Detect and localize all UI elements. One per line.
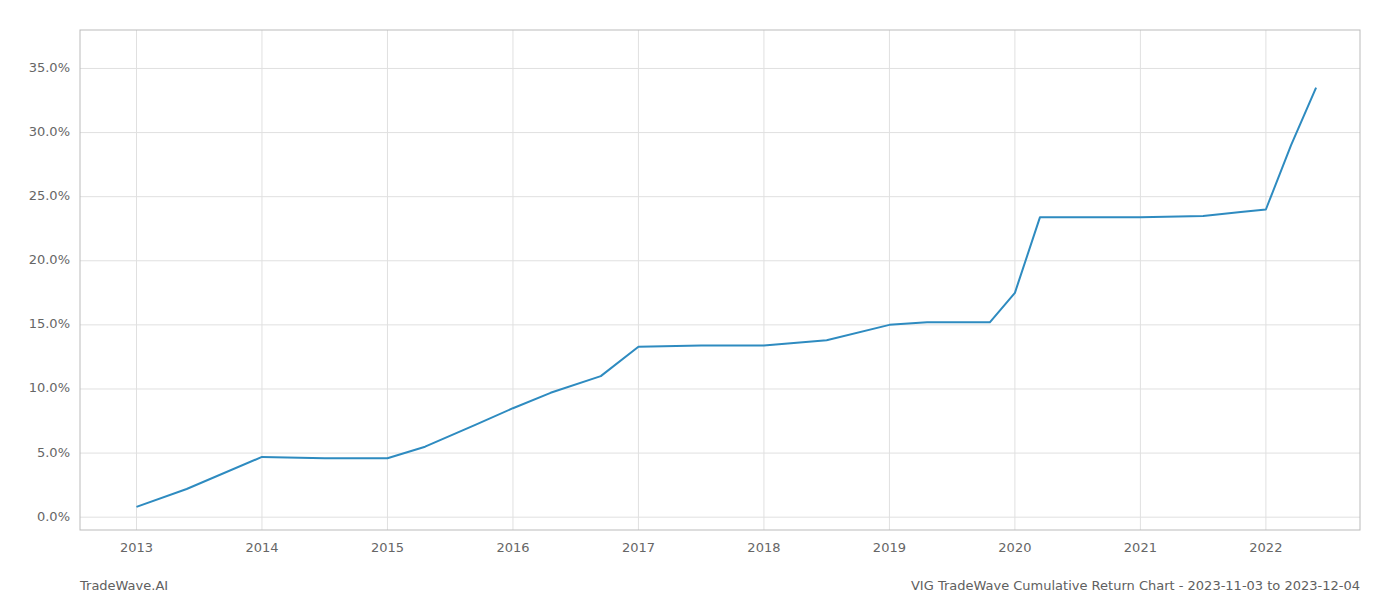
x-grid-line bbox=[1140, 30, 1141, 530]
y-grid-line bbox=[80, 453, 1360, 454]
y-grid-line bbox=[80, 260, 1360, 261]
x-tick-label: 2014 bbox=[245, 540, 278, 555]
x-grid-line bbox=[512, 30, 513, 530]
y-tick-label: 25.0% bbox=[29, 188, 70, 203]
x-tick-label: 2015 bbox=[371, 540, 404, 555]
y-grid-line bbox=[80, 324, 1360, 325]
x-grid-line bbox=[1014, 30, 1015, 530]
y-tick-label: 0.0% bbox=[37, 509, 70, 524]
y-tick-label: 15.0% bbox=[29, 316, 70, 331]
y-grid-line bbox=[80, 196, 1360, 197]
grid bbox=[80, 30, 1360, 530]
line-series bbox=[136, 88, 1316, 507]
x-tick-label: 2018 bbox=[747, 540, 780, 555]
x-tick-label: 2019 bbox=[873, 540, 906, 555]
x-tick-label: 2021 bbox=[1124, 540, 1157, 555]
x-tick-label: 2017 bbox=[622, 540, 655, 555]
x-tick-label: 2020 bbox=[998, 540, 1031, 555]
footer-text: VIG TradeWave Cumulative Return Chart - … bbox=[911, 578, 1360, 593]
y-tick-label: 20.0% bbox=[29, 252, 70, 267]
y-tick-label: 30.0% bbox=[29, 124, 70, 139]
x-grid-line bbox=[387, 30, 388, 530]
x-grid-line bbox=[889, 30, 890, 530]
x-tick-label: 2016 bbox=[496, 540, 529, 555]
x-grid-line bbox=[1265, 30, 1266, 530]
y-tick-label: 5.0% bbox=[37, 445, 70, 460]
background bbox=[0, 0, 1400, 600]
y-grid-line bbox=[80, 132, 1360, 133]
y-tick-label: 10.0% bbox=[29, 380, 70, 395]
y-tick-label: 35.0% bbox=[29, 60, 70, 75]
plot-frame bbox=[80, 30, 1360, 530]
x-grid-line bbox=[136, 30, 137, 530]
chart: 0.0% 5.0% 10.0% 15.0% 20.0% 25.0% 30.0% 35.0% 20… bbox=[0, 0, 1400, 600]
tick-labels: 0.0% 5.0% 10.0% 15.0% 20.0% 25.0% 30.0% 35.0% 20… bbox=[29, 60, 1283, 555]
x-grid-line bbox=[261, 30, 262, 530]
y-grid-line bbox=[80, 517, 1360, 518]
x-grid-line bbox=[638, 30, 639, 530]
y-grid-line bbox=[80, 68, 1360, 69]
footer-text: TradeWave.AI bbox=[79, 578, 168, 593]
x-grid-line bbox=[763, 30, 764, 530]
x-tick-label: 2022 bbox=[1249, 540, 1282, 555]
plot-area bbox=[136, 88, 1316, 507]
y-grid-line bbox=[80, 388, 1360, 389]
x-tick-label: 2013 bbox=[120, 540, 153, 555]
